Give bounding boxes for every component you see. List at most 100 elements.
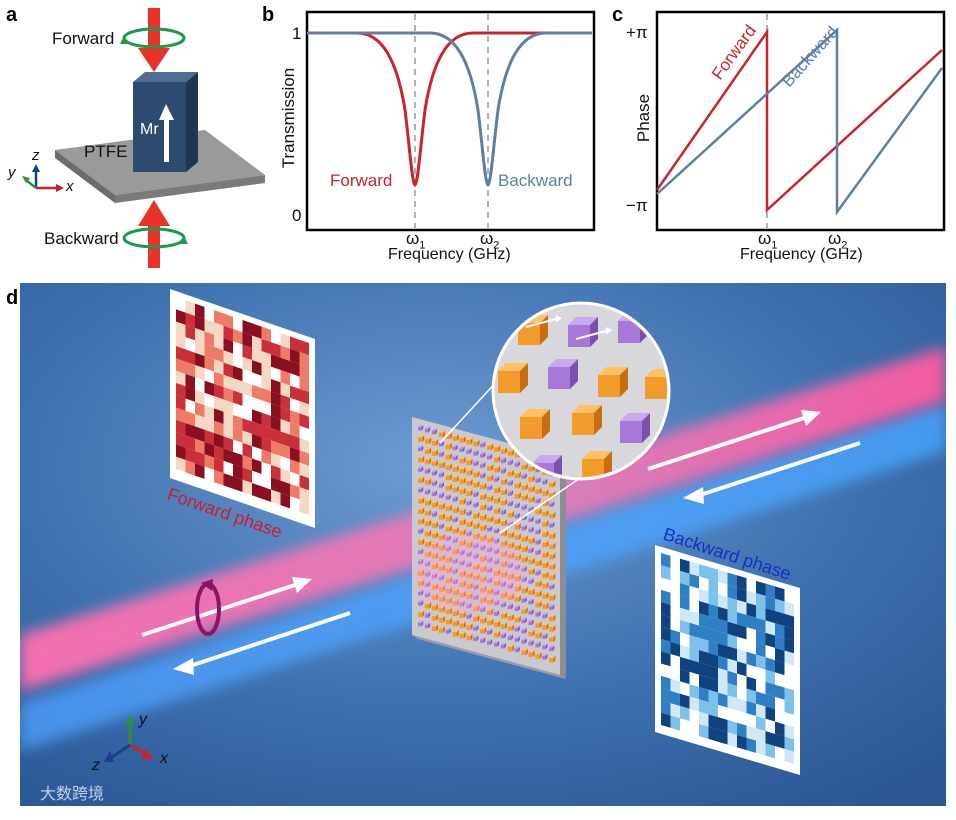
backward-hologram-pixel xyxy=(689,635,699,651)
forward-hologram-pixel xyxy=(252,347,262,364)
forward-hologram-pixel xyxy=(185,337,195,353)
backward-hologram-pixel xyxy=(784,675,794,691)
meta-atom xyxy=(497,610,500,616)
meta-atom xyxy=(487,620,492,626)
meta-atom xyxy=(526,493,528,501)
metasurface-plate xyxy=(412,417,566,679)
forward-hologram-pixel xyxy=(299,364,309,380)
forward-hologram-pixel xyxy=(176,309,186,325)
backward-hologram-pixel xyxy=(746,713,756,729)
meta-atom xyxy=(421,425,424,431)
meta-atom xyxy=(514,617,520,623)
meta-atom xyxy=(487,486,491,491)
backward-hologram-pixel xyxy=(680,620,690,636)
meta-atom xyxy=(431,521,438,524)
backward-hologram-pixel xyxy=(784,626,794,642)
meta-atom xyxy=(464,611,466,618)
backward-hologram-pixel xyxy=(718,643,728,659)
meta-atom xyxy=(497,641,500,647)
meta-atom xyxy=(493,455,501,458)
forward-hologram-pixel xyxy=(299,499,309,515)
meta-atom xyxy=(424,529,432,532)
meta-atom xyxy=(466,633,473,636)
forward-hologram-pixel xyxy=(261,449,271,465)
meta-atom xyxy=(528,485,535,488)
backward-hologram-pixel xyxy=(708,689,718,705)
meta-atom xyxy=(422,610,425,617)
meta-atom xyxy=(493,507,501,510)
meta-atom xyxy=(507,521,513,524)
forward-hologram-pixel xyxy=(271,489,281,506)
meta-atom xyxy=(521,640,526,644)
meta-atom xyxy=(473,616,478,622)
meta-atom xyxy=(514,607,519,611)
meta-atom xyxy=(466,510,472,513)
meta-atom xyxy=(442,482,444,488)
meta-atom xyxy=(436,603,438,611)
meta-atom xyxy=(459,489,464,495)
meta-atom xyxy=(436,624,438,631)
forward-hologram-pixel xyxy=(176,456,186,473)
forward-transmission-curve xyxy=(307,31,592,187)
backward-hologram-pixel xyxy=(746,578,756,594)
forward-hologram-pixel xyxy=(195,352,205,369)
meta-atom xyxy=(466,448,472,451)
backward-hologram-pixel xyxy=(718,717,728,733)
backward-hologram-pixel xyxy=(727,633,737,649)
phase-ylabel: Phase xyxy=(634,93,653,143)
meta-atom xyxy=(480,637,486,640)
backward-hologram-pixel xyxy=(708,726,718,742)
axis-y-label: y xyxy=(8,164,16,181)
meta-atom xyxy=(469,510,472,516)
meta-atom xyxy=(528,611,532,615)
meta-atom xyxy=(549,552,556,555)
meta-atom xyxy=(521,545,528,548)
forward-hologram-pixel xyxy=(290,410,300,426)
meta-atom xyxy=(507,605,512,610)
backward-hologram-pixel xyxy=(746,737,756,753)
backward-hologram-pixel xyxy=(784,687,794,703)
forward-hologram-pixel xyxy=(242,381,252,397)
forward-hologram-pixel xyxy=(233,341,243,357)
backward-hologram-pixel xyxy=(661,565,671,581)
phase-ytick-minus-pi: −π xyxy=(626,196,648,215)
meta-atom xyxy=(504,509,506,515)
backward-hologram-pixel xyxy=(680,595,690,611)
meta-atom xyxy=(525,514,527,521)
meta-atom xyxy=(418,486,424,489)
meta-atom xyxy=(438,484,443,488)
meta-atom xyxy=(542,571,549,574)
backward-hologram-pixel xyxy=(680,644,690,660)
meta-atom xyxy=(459,477,466,480)
meta-atom xyxy=(422,476,425,484)
forward-hologram-pixel xyxy=(214,420,224,437)
meta-atom xyxy=(450,617,452,625)
meta-atom xyxy=(498,620,501,628)
meta-atom xyxy=(493,641,500,644)
meta-atom xyxy=(418,468,422,472)
meta-atom xyxy=(539,507,542,515)
meta-atom xyxy=(445,506,451,512)
meta-atom xyxy=(477,439,480,447)
meta-atom xyxy=(512,469,514,477)
forward-hologram-pixel xyxy=(271,366,281,383)
meta-atom xyxy=(549,501,555,504)
meta-atom xyxy=(500,531,506,537)
forward-hologram-pixel xyxy=(242,369,252,385)
meta-atom xyxy=(542,551,549,553)
meta-atom xyxy=(466,625,471,630)
meta-atom xyxy=(452,630,459,632)
meta-atom xyxy=(542,520,549,523)
meta-atom xyxy=(525,473,527,479)
meta-atom xyxy=(473,483,478,488)
meta-atom xyxy=(535,592,540,597)
meta-atom xyxy=(473,472,478,478)
meta-atom xyxy=(533,629,535,637)
meta-atom xyxy=(549,532,556,535)
backward-hologram-pixel xyxy=(699,674,709,690)
meta-atom xyxy=(504,467,506,474)
backward-hologram-pixel xyxy=(746,725,756,741)
meta-atom xyxy=(418,620,424,623)
meta-atom xyxy=(431,531,438,534)
forward-hologram-pixel xyxy=(290,361,300,377)
